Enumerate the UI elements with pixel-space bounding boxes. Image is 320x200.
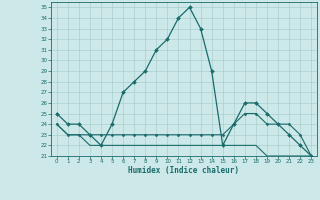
X-axis label: Humidex (Indice chaleur): Humidex (Indice chaleur) (129, 166, 239, 175)
